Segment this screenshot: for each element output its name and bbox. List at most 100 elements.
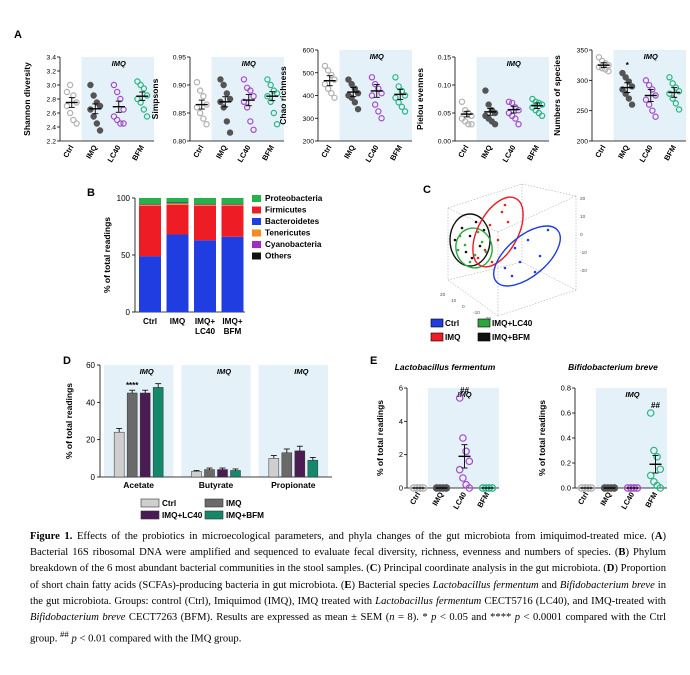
data-point-bfm [140,85,148,92]
x-tick-label-ctrl: Ctrl [456,144,470,160]
imq-shade [428,388,499,488]
panel-label-e: E [370,355,377,367]
data-point-bfm [398,87,406,95]
data-point-ctrl [63,88,71,96]
data-point-lc40 [505,98,513,106]
y-tick-label: 2 [399,450,403,459]
x-tick-label-imq: IMQ [616,143,631,160]
data-point-ctrl [70,116,77,124]
data-point-bfm [134,78,141,85]
y-tick-label: 2.4 [47,125,57,132]
bar-segment-tenericutes [194,204,216,206]
data-point-lc40 [642,77,650,84]
y-tick-label: 0.80 [173,139,186,146]
y-tick-label: 0.4 [561,434,571,443]
caption-text: ) Proportion of short chain fatty acids … [30,563,666,591]
bar-imq [126,392,138,478]
pcoa-point [478,244,482,248]
x-tick-label: BFM [224,327,242,336]
bar-segment-firmicutes [166,204,189,235]
bar-imq [281,452,293,478]
x-tick-label-imq: IMQ [84,143,99,160]
data-point-bfm [398,103,406,111]
y-tick-label: 50 [121,251,130,260]
data-point-ctrl [73,120,80,127]
legend-label-imq: IMQ [226,499,242,508]
y-tick-label: 2.6 [47,111,57,118]
x-tick-label-bfm: BFM [475,491,491,510]
x-tick-label-bfm: BFM [525,144,541,163]
panel-label-a: A [14,29,22,41]
data-point-imq [220,81,227,89]
caption-text: < 0.01 compared with the IMQ group. [76,633,242,645]
x-tick-label-bfm: BFM [643,491,659,510]
pcoa-point [506,220,510,224]
bar-imq-lc40 [139,392,151,478]
caption-ref-a: A [654,531,663,542]
x-tick-label-bfm: BFM [260,144,276,163]
x-tick-label-lc40: LC40 [501,144,518,164]
pcoa-point [503,203,507,207]
data-point-ctrl [605,68,612,75]
data-point-lc40 [459,474,467,482]
pcoa-axis-tick: 10 [580,214,586,220]
data-point-imq [345,76,352,83]
imq-shade-label: IMQ [457,390,471,399]
data-point-bfm [666,90,673,97]
data-point-bfm [273,120,281,128]
bar-segment-bacteroidetes [139,256,161,312]
bar-segment-bacteroidetes [194,240,216,312]
caption-text: = 8). * [394,612,432,624]
caption-italic: p [71,633,77,645]
data-point-bfm [270,109,278,117]
pcoa-point [490,260,494,264]
caption-ref-d: D [606,563,615,575]
x-tick-label-ctrl: Ctrl [593,144,607,160]
legend-swatch-ctrl [140,498,160,508]
x-tick-label-ctrl: Ctrl [576,491,590,507]
data-point-lc40 [649,107,656,114]
bar-imq-bfm [152,387,164,478]
caption-text: CECT5716 (LC40), and IMQ-treated with [481,595,666,607]
data-point-lc40 [120,106,127,113]
x-tick-label-ctrl: Ctrl [319,144,333,160]
data-point-lc40 [455,394,464,402]
data-point-ctrl [196,109,204,117]
panel-label-c: C [423,184,431,196]
pcoa-point [473,253,477,257]
bar-imq-lc40 [294,450,306,478]
bar-segment-cyanobacteria [166,203,189,204]
bar-segment-others [194,203,216,205]
pcoa-axis-tick: -20 [580,268,587,274]
y-axis-label: % of total readings [102,217,112,293]
pcoa-point [453,238,457,242]
legend-label-bacteroidetes: Bacteroidetes [265,217,320,226]
bar-segment-cyanobacteria [139,204,161,205]
data-point-lc40 [250,92,257,100]
data-point-ctrl [595,54,603,61]
pcoa-box-edge [447,279,499,317]
pcoa-point [456,248,460,252]
y-tick-label: 0.8 [561,384,571,393]
legend-swatch-firmicutes [252,206,261,214]
imq-shade-label: IMQ [644,52,658,61]
pcoa-point [510,274,514,278]
data-point-ctrl [203,120,210,128]
data-point-lc40 [378,115,385,122]
y-tick-label: 500 [303,70,315,77]
data-point-ctrl [63,102,71,110]
caption-text: in the gut microbiota. Groups: control (… [30,579,667,607]
x-tick-label-butyrate: Butyrate [199,480,234,490]
data-point-ctrl [193,78,201,86]
pcoa-ellipse-ctrl [493,225,561,287]
pcoa-point [463,243,467,247]
data-point-lc40 [117,120,124,127]
data-point-imq [628,101,636,108]
pcoa-point [458,234,462,238]
y-tick-label: 200 [577,139,589,146]
data-point-imq [622,74,629,81]
data-point-lc40 [368,74,376,81]
data-point-bfm [392,74,399,81]
imq-shade [211,57,284,141]
y-tick-label: 0 [126,308,131,317]
